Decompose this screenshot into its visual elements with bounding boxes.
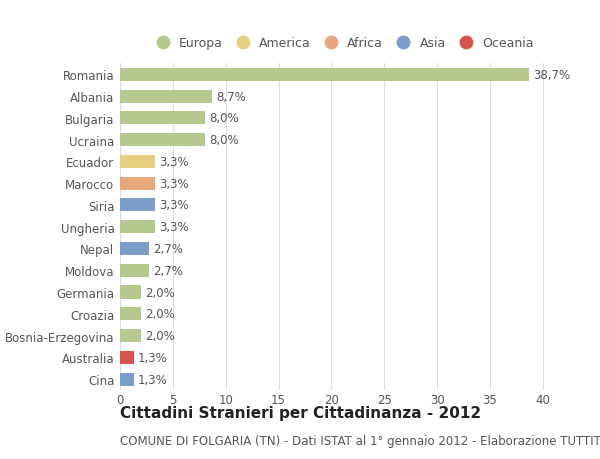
Bar	[120, 308, 141, 321]
Bar	[120, 221, 155, 234]
Text: 8,7%: 8,7%	[216, 90, 246, 103]
Text: 8,0%: 8,0%	[209, 112, 238, 125]
Bar	[120, 329, 141, 342]
Text: COMUNE DI FOLGARIA (TN) - Dati ISTAT al 1° gennaio 2012 - Elaborazione TUTTITALI: COMUNE DI FOLGARIA (TN) - Dati ISTAT al …	[120, 435, 600, 448]
Text: 2,0%: 2,0%	[145, 308, 175, 320]
Text: 2,0%: 2,0%	[145, 286, 175, 299]
Legend: Europa, America, Africa, Asia, Oceania: Europa, America, Africa, Asia, Oceania	[146, 32, 539, 55]
Text: Cittadini Stranieri per Cittadinanza - 2012: Cittadini Stranieri per Cittadinanza - 2…	[120, 405, 481, 420]
Text: 3,3%: 3,3%	[159, 156, 189, 168]
Bar	[120, 177, 155, 190]
Text: 1,3%: 1,3%	[138, 351, 168, 364]
Text: 3,3%: 3,3%	[159, 199, 189, 212]
Text: 38,7%: 38,7%	[533, 69, 571, 82]
Bar	[120, 68, 529, 82]
Text: 8,0%: 8,0%	[209, 134, 238, 147]
Bar	[120, 134, 205, 147]
Bar	[120, 286, 141, 299]
Bar	[120, 199, 155, 212]
Text: 2,7%: 2,7%	[153, 264, 182, 277]
Text: 2,7%: 2,7%	[153, 242, 182, 255]
Bar	[120, 90, 212, 103]
Text: 3,3%: 3,3%	[159, 177, 189, 190]
Bar	[120, 264, 149, 277]
Bar	[120, 112, 205, 125]
Text: 2,0%: 2,0%	[145, 330, 175, 342]
Bar	[120, 242, 149, 256]
Text: 1,3%: 1,3%	[138, 373, 168, 386]
Bar	[120, 156, 155, 168]
Text: 3,3%: 3,3%	[159, 221, 189, 234]
Bar	[120, 351, 134, 364]
Bar	[120, 373, 134, 386]
